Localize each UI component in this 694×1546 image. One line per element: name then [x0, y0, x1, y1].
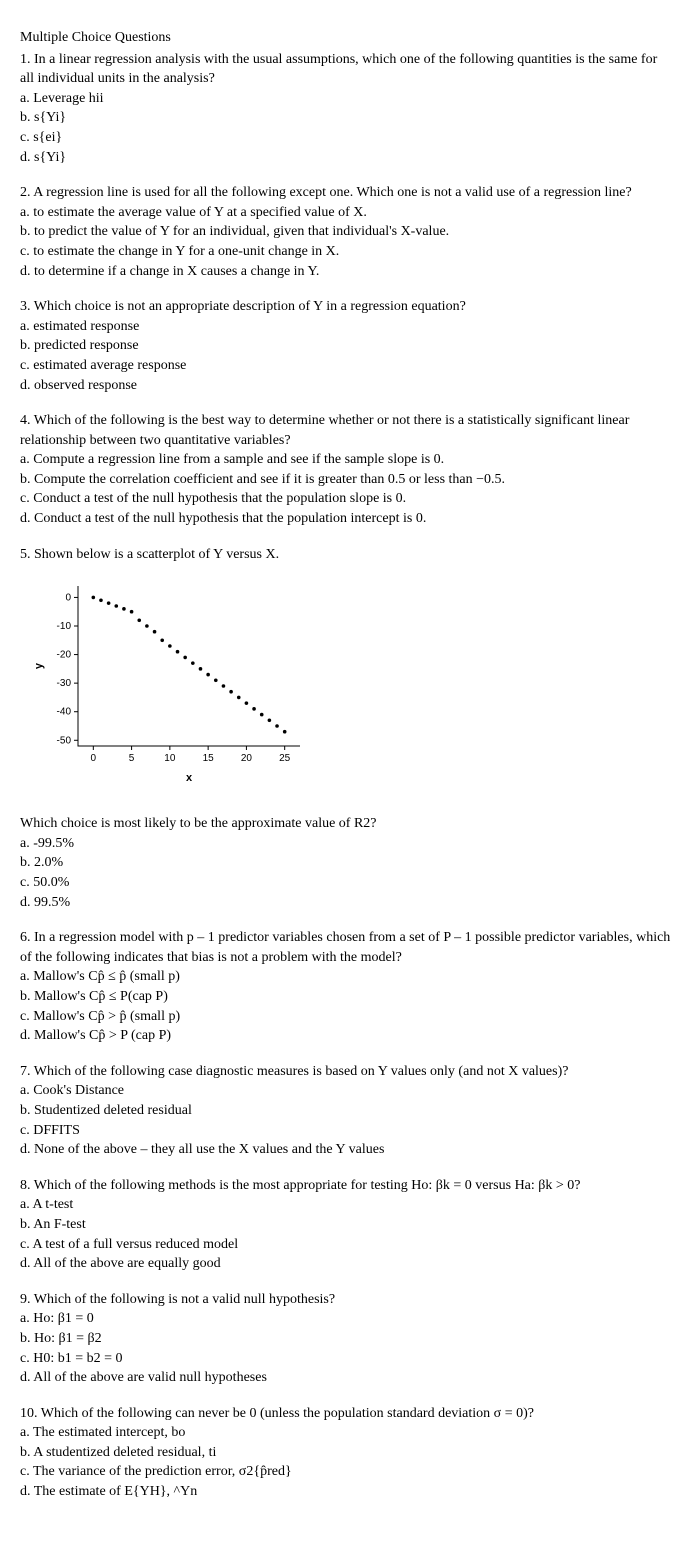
question-6: 6. In a regression model with p – 1 pred…: [20, 928, 674, 1046]
option: c. to estimate the change in Y for a one…: [20, 242, 674, 262]
question-2: 2. A regression line is used for all the…: [20, 183, 674, 281]
option: c. Mallow's Cp̂ > p̂ (small p): [20, 1007, 674, 1027]
option: d. Conduct a test of the null hypothesis…: [20, 509, 674, 529]
question-text: 6. In a regression model with p – 1 pred…: [20, 928, 674, 967]
option: a. The estimated intercept, bo: [20, 1423, 674, 1443]
question-text: 8. Which of the following methods is the…: [20, 1176, 674, 1196]
option: c. 50.0%: [20, 873, 674, 893]
question-9: 9. Which of the following is not a valid…: [20, 1290, 674, 1388]
question-text: 1. In a linear regression analysis with …: [20, 50, 674, 89]
option: d. 99.5%: [20, 893, 674, 913]
option: b. s{Yi}: [20, 108, 674, 128]
option: a. A t-test: [20, 1195, 674, 1215]
svg-text:25: 25: [279, 753, 291, 764]
svg-text:y: y: [33, 662, 45, 669]
question-7: 7. Which of the following case diagnosti…: [20, 1062, 674, 1160]
svg-text:15: 15: [203, 753, 215, 764]
option: c. DFFITS: [20, 1121, 674, 1141]
option: a. Ho: β1 = 0: [20, 1309, 674, 1329]
option: a. to estimate the average value of Y at…: [20, 203, 674, 223]
svg-text:10: 10: [164, 753, 176, 764]
question-text: 5. Shown below is a scatterplot of Y ver…: [20, 545, 674, 565]
option: c. A test of a full versus reduced model: [20, 1235, 674, 1255]
option: c. The variance of the prediction error,…: [20, 1462, 674, 1482]
option: a. Mallow's Cp̂ ≤ p̂ (small p): [20, 967, 674, 987]
option: b. A studentized deleted residual, ti: [20, 1443, 674, 1463]
question-1: 1. In a linear regression analysis with …: [20, 50, 674, 168]
question-3: 3. Which choice is not an appropriate de…: [20, 297, 674, 395]
option: a. -99.5%: [20, 834, 674, 854]
svg-text:x: x: [186, 772, 193, 784]
option: c. H0: b1 = b2 = 0: [20, 1349, 674, 1369]
option: c. Conduct a test of the null hypothesis…: [20, 489, 674, 509]
question-5: 5. Shown below is a scatterplot of Y ver…: [20, 545, 674, 913]
page-heading: Multiple Choice Questions: [20, 28, 674, 48]
svg-text:-40: -40: [57, 707, 72, 718]
option: a. Compute a regression line from a samp…: [20, 450, 674, 470]
option: a. Cook's Distance: [20, 1081, 674, 1101]
svg-text:20: 20: [241, 753, 253, 764]
svg-text:5: 5: [129, 753, 135, 764]
option: c. estimated average response: [20, 356, 674, 376]
option: d. s{Yi}: [20, 148, 674, 168]
option: d. The estimate of E{YH}, ^Yn: [20, 1482, 674, 1502]
question-text: 10. Which of the following can never be …: [20, 1404, 674, 1424]
option: b. Ho: β1 = β2: [20, 1329, 674, 1349]
option: b. to predict the value of Y for an indi…: [20, 222, 674, 242]
svg-text:0: 0: [65, 593, 71, 604]
option: b. Studentized deleted residual: [20, 1101, 674, 1121]
option: d. None of the above – they all use the …: [20, 1140, 674, 1160]
option: d. All of the above are valid null hypot…: [20, 1368, 674, 1388]
option: c. s{ei}: [20, 128, 674, 148]
svg-text:-10: -10: [57, 621, 72, 632]
question-text: 7. Which of the following case diagnosti…: [20, 1062, 674, 1082]
option: a. Leverage hii: [20, 89, 674, 109]
question-text: 9. Which of the following is not a valid…: [20, 1290, 674, 1310]
svg-text:0: 0: [91, 753, 97, 764]
option: d. All of the above are equally good: [20, 1254, 674, 1274]
option: b. Mallow's Cp̂ ≤ P(cap P): [20, 987, 674, 1007]
question-text: 2. A regression line is used for all the…: [20, 183, 674, 203]
svg-text:-20: -20: [57, 650, 72, 661]
svg-text:-30: -30: [57, 678, 72, 689]
option: b. predicted response: [20, 336, 674, 356]
option: b. 2.0%: [20, 853, 674, 873]
question-followup: Which choice is most likely to be the ap…: [20, 814, 674, 834]
question-10: 10. Which of the following can never be …: [20, 1404, 674, 1502]
option: b. An F-test: [20, 1215, 674, 1235]
option: d. observed response: [20, 376, 674, 396]
option: d. to determine if a change in X causes …: [20, 262, 674, 282]
question-text: 4. Which of the following is the best wa…: [20, 411, 674, 450]
scatter-chart: 0 -10 -20 -30 -40 -50 0 5 10 15 20 25 x y: [30, 576, 674, 786]
option: a. estimated response: [20, 317, 674, 337]
question-4: 4. Which of the following is the best wa…: [20, 411, 674, 529]
question-text: 3. Which choice is not an appropriate de…: [20, 297, 674, 317]
svg-text:-50: -50: [57, 736, 72, 747]
option: b. Compute the correlation coefficient a…: [20, 470, 674, 490]
question-8: 8. Which of the following methods is the…: [20, 1176, 674, 1274]
option: d. Mallow's Cp̂ > P (cap P): [20, 1026, 674, 1046]
